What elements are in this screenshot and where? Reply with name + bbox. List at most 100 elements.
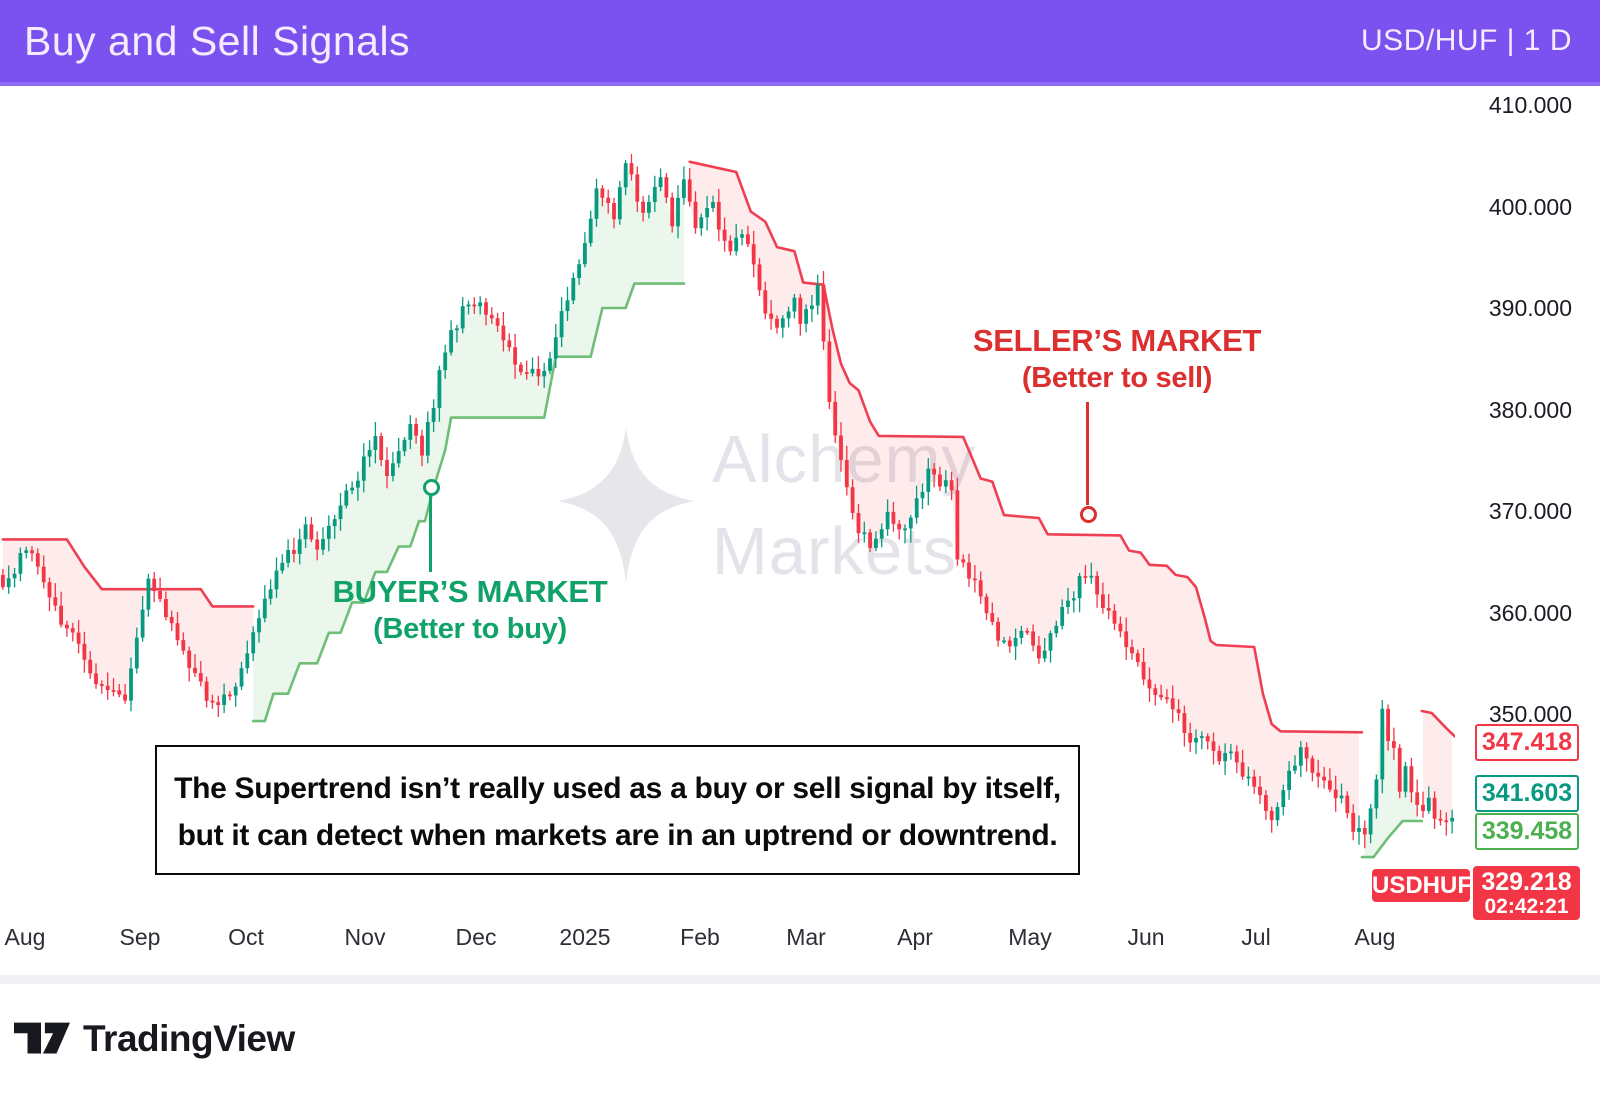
candle-body [536, 368, 541, 377]
candle-body [408, 424, 413, 440]
candle-body [158, 591, 162, 599]
candle-body [117, 690, 122, 695]
candle-body [420, 435, 424, 456]
supertrend-down-line [1, 538, 255, 608]
candle-body [478, 302, 483, 307]
time-axis-label: Jun [1127, 924, 1165, 950]
candle-body [920, 491, 925, 499]
candle-body [65, 624, 69, 629]
candle-body [501, 325, 506, 341]
supertrend-up-band [253, 163, 684, 722]
candle-body [297, 539, 302, 554]
candle-body [338, 505, 343, 520]
candle-body [1112, 610, 1117, 624]
candle-body [1176, 709, 1181, 714]
candle-body [670, 197, 675, 227]
candle-body [996, 621, 1000, 641]
sellers-market-annotation: SELLER’S MARKET (Better to sell) [967, 322, 1267, 396]
time-axis-label: Nov [344, 924, 386, 950]
candle-body [379, 436, 384, 460]
candle-body [1240, 762, 1245, 777]
time-axis-label: Aug [1354, 924, 1396, 950]
candle-body [35, 553, 40, 567]
candle-body [152, 578, 157, 591]
candle-body [239, 668, 244, 687]
candle-body [47, 582, 52, 598]
candle-body [757, 264, 762, 291]
candle-body [973, 578, 977, 581]
candle-body [682, 179, 686, 198]
candle-body [874, 538, 878, 548]
candle-body [1013, 637, 1018, 647]
candle-body [123, 694, 127, 701]
candle-body [1368, 808, 1373, 835]
candle-body [12, 573, 17, 579]
candle-body [565, 300, 570, 312]
candle-body [181, 640, 186, 651]
candle-body [606, 197, 611, 203]
candle-body [763, 290, 768, 314]
candle-body [1194, 738, 1198, 743]
supertrend-up-line [251, 282, 686, 723]
candle-body [553, 337, 558, 359]
buyers-market-sublabel: (Better to buy) [373, 613, 567, 645]
candle-body [1037, 645, 1041, 659]
candle-body [1252, 776, 1257, 787]
candle-body [1438, 818, 1443, 821]
sellers-market-sublabel: (Better to sell) [1021, 362, 1213, 394]
candle-body [635, 174, 640, 202]
candle-body [1322, 776, 1326, 781]
candle-body [583, 243, 587, 265]
header-bar: Buy and Sell Signals USD/HUF | 1 D [0, 0, 1600, 86]
bar-countdown: 02:42:21 [1484, 895, 1569, 918]
candle-body [245, 653, 250, 669]
time-axis[interactable]: Aug Sep Oct Nov Dec 2025 Feb Mar Apr May Jun Jul Aug [0, 922, 1455, 956]
candle-body [437, 370, 442, 408]
candlestick-chart-canvas[interactable] [0, 86, 1455, 910]
candle-body [728, 240, 733, 252]
candle-body [1182, 713, 1187, 733]
candle-body [385, 460, 389, 476]
supertrend-up-value-badge: 339.458 [1475, 813, 1579, 850]
candle-body [1223, 752, 1227, 762]
time-axis-label: Dec [455, 924, 497, 950]
candle-body [274, 570, 279, 590]
candle-body [361, 456, 366, 481]
candle-body [1071, 598, 1076, 601]
candle-body [292, 550, 296, 554]
candle-body [169, 617, 174, 624]
candle-body [1007, 640, 1012, 647]
candle-body [1042, 650, 1047, 659]
candle-body [443, 352, 448, 371]
candle-body [967, 562, 971, 579]
time-axis-label: May [1008, 924, 1052, 950]
candle-body [769, 313, 774, 319]
candle-body [641, 201, 645, 213]
candle-body [990, 613, 995, 622]
candle-body [286, 550, 290, 563]
price-axis-label: 390.000 [1488, 295, 1572, 321]
candle-body [1293, 765, 1297, 771]
price-axis-label: 410.000 [1488, 92, 1572, 118]
candle-body [1048, 633, 1053, 651]
candle-body [1188, 733, 1193, 743]
candle-body [658, 177, 663, 187]
candle-body [1089, 575, 1094, 578]
candle-body [1409, 766, 1414, 793]
candle-body [30, 550, 34, 554]
tradingview-logo[interactable]: TradingView [14, 1018, 295, 1060]
candle-body [396, 451, 401, 464]
candle-body [856, 513, 861, 534]
price-axis-label: 370.000 [1488, 498, 1572, 524]
candle-body [204, 681, 209, 701]
candle-body [460, 306, 465, 329]
candle-body [193, 667, 197, 674]
candle-body [233, 686, 238, 696]
sellers-callout-dot [1080, 506, 1097, 523]
price-axis-label: 380.000 [1488, 396, 1572, 423]
candle-body [164, 599, 168, 618]
candle-body [1403, 766, 1408, 792]
candle-body [1397, 747, 1402, 792]
candle-body [1135, 653, 1140, 663]
